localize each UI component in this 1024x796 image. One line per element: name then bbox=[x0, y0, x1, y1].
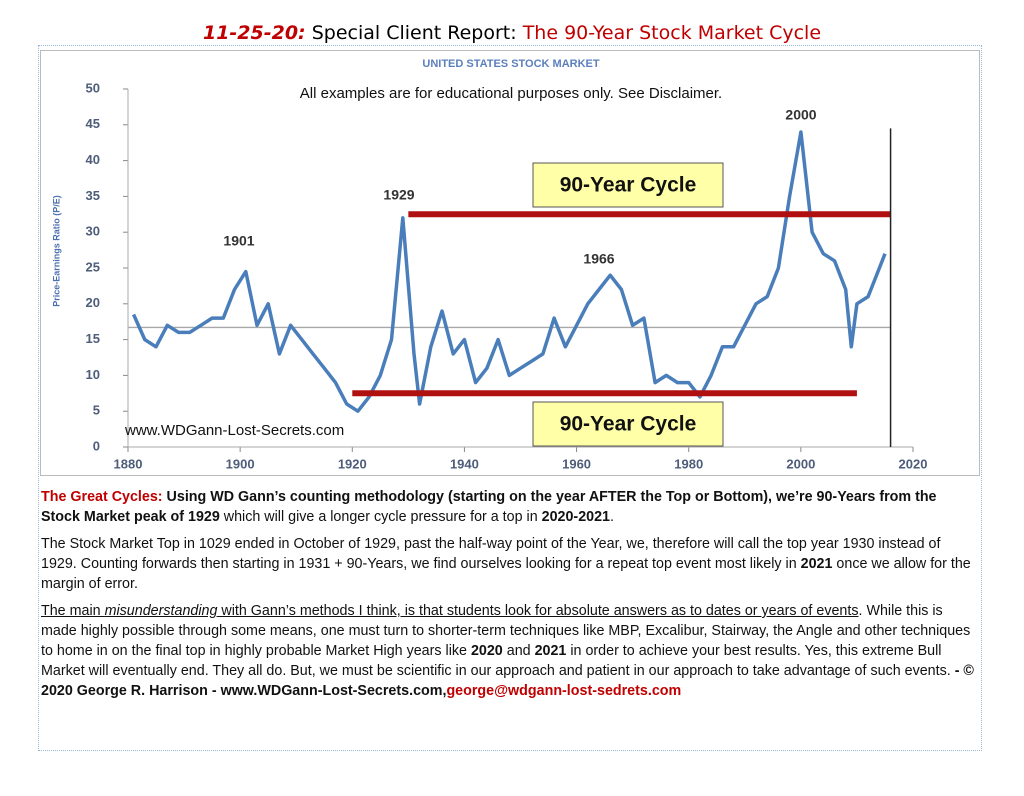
run: 2020-2021 bbox=[541, 509, 610, 525]
paragraph: The main misunderstanding with Gann’s me… bbox=[41, 601, 976, 701]
y-tick-label: 50 bbox=[86, 80, 100, 95]
run: 2020 bbox=[470, 643, 503, 659]
annotation: 1966 bbox=[583, 251, 614, 267]
x-tick-label: 1980 bbox=[674, 456, 703, 471]
y-tick-label: 5 bbox=[93, 403, 100, 418]
chart: UNITED STATES STOCK MARKET Price-Earning… bbox=[40, 50, 980, 476]
annotation: 1929 bbox=[383, 187, 414, 203]
run: george@wdgann-lost-sedrets.com bbox=[446, 683, 682, 699]
run: with Gann’s methods I think, is that stu… bbox=[217, 603, 859, 619]
y-tick-label: 0 bbox=[93, 438, 100, 453]
annotation: 2000 bbox=[785, 107, 816, 123]
run: once we allow for the margin of error. bbox=[41, 556, 971, 592]
run: The main bbox=[41, 603, 105, 619]
y-tick-label: 15 bbox=[86, 331, 100, 346]
paragraph: The Stock Market Top in 1029 ended in Oc… bbox=[41, 534, 976, 594]
y-tick-label: 20 bbox=[86, 295, 100, 310]
run: . While this is made highly possible thr… bbox=[41, 603, 971, 659]
annotation: All examples are for educational purpose… bbox=[300, 85, 722, 102]
run: Using WD Gann’s counting methodology (st… bbox=[41, 489, 937, 525]
x-tick-label: 2000 bbox=[786, 456, 815, 471]
run: 2021 bbox=[800, 556, 833, 572]
y-tick-label: 30 bbox=[86, 224, 100, 239]
run: - © 2020 George R. Harrison - www.WDGann… bbox=[41, 663, 974, 699]
frame bbox=[38, 45, 982, 751]
body-text: The Great Cycles: Using WD Gann’s counti… bbox=[41, 487, 976, 708]
paragraph: The Great Cycles: Using WD Gann’s counti… bbox=[41, 487, 976, 527]
y-tick-label: 35 bbox=[86, 188, 100, 203]
date: 11-25-20: bbox=[202, 22, 306, 44]
y-tick-label: 40 bbox=[86, 152, 100, 167]
chart-title: UNITED STATES STOCK MARKET bbox=[422, 58, 600, 70]
x-tick-label: 1960 bbox=[562, 456, 591, 471]
run: which will give a longer cycle pressure … bbox=[219, 509, 542, 525]
run: . bbox=[610, 509, 614, 525]
x-tick-label: 1900 bbox=[226, 456, 255, 471]
title-topic: The 90-Year Stock Market Cycle bbox=[522, 22, 822, 44]
y-tick-label: 45 bbox=[86, 116, 100, 131]
y-tick-label: 25 bbox=[86, 259, 100, 274]
y-axis-label: Price-Earnings Ratio (P/E) bbox=[51, 195, 61, 307]
run: 2021 bbox=[534, 643, 567, 659]
annotation: 1901 bbox=[223, 233, 254, 249]
y-tick-label: 10 bbox=[86, 367, 100, 382]
x-tick-label: 2020 bbox=[899, 456, 928, 471]
run: The Stock Market Top in 1029 ended in Oc… bbox=[41, 536, 941, 572]
annotation: www.WDGann-Lost-Secrets.com bbox=[124, 422, 344, 439]
report-title: 11-25-20: Special Client Report: The 90-… bbox=[0, 22, 1024, 44]
x-tick-label: 1940 bbox=[450, 456, 479, 471]
callout-box bbox=[532, 401, 724, 447]
series-line bbox=[132, 130, 887, 413]
annotation: 90-Year Cycle bbox=[560, 413, 697, 436]
callout-box bbox=[532, 162, 724, 208]
title-text: Special Client Report: bbox=[305, 22, 523, 44]
run: in order to achieve your best results. Y… bbox=[41, 643, 955, 679]
run: The Great Cycles: bbox=[41, 489, 167, 505]
run: misunderstanding bbox=[104, 603, 218, 619]
run: and bbox=[502, 643, 535, 659]
x-tick-label: 1920 bbox=[338, 456, 367, 471]
annotation: 90-Year Cycle bbox=[560, 174, 697, 197]
x-tick-label: 1880 bbox=[114, 456, 143, 471]
